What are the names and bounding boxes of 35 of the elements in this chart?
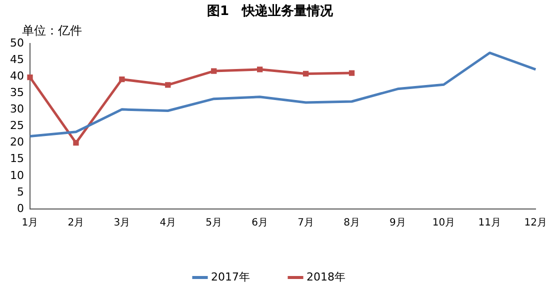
x-tick-label: 9月 [390,218,406,229]
x-tick-label: 5月 [206,218,222,229]
x-tick-label: 8月 [344,218,360,229]
x-tick-label: 10月 [432,218,456,229]
point [348,70,355,76]
chart-title: 图1 快递业务量情况 [206,3,334,20]
y-tick-label: 30 [10,102,24,116]
y-tick-label: 20 [10,136,24,149]
y-tick-label: 15 [10,152,24,166]
y-tick-label: 5 [16,185,24,198]
point [211,68,217,74]
y-tick-label: 0 [16,202,24,215]
legend-label: 2017年 [211,270,250,284]
x-tick-label: 6月 [252,218,268,229]
point [27,74,33,80]
x-tick-label: 3月 [114,218,130,229]
y-tick-label: 45 [10,53,24,66]
y-tick-label: 10 [10,168,24,182]
legend-label: 2018年 [306,270,346,284]
point [302,70,309,77]
x-tick-label: 1月 [22,218,38,229]
point [165,82,171,88]
x-tick-label: 2月 [68,218,84,229]
y-axis-title: 单位：亿件 [22,24,82,38]
y-tick-label: 35 [10,86,24,100]
x-tick-label: 12月 [524,218,548,229]
x-tick-label: 7月 [298,218,314,229]
x-tick-label: 11月 [478,218,502,229]
y-tick-label: 40 [10,70,24,83]
y-tick-label: 25 [10,119,24,132]
point [119,76,125,82]
point [257,66,263,72]
y-tick-label: 50 [10,36,24,50]
point [73,140,79,146]
x-tick-label: 4月 [160,218,176,229]
